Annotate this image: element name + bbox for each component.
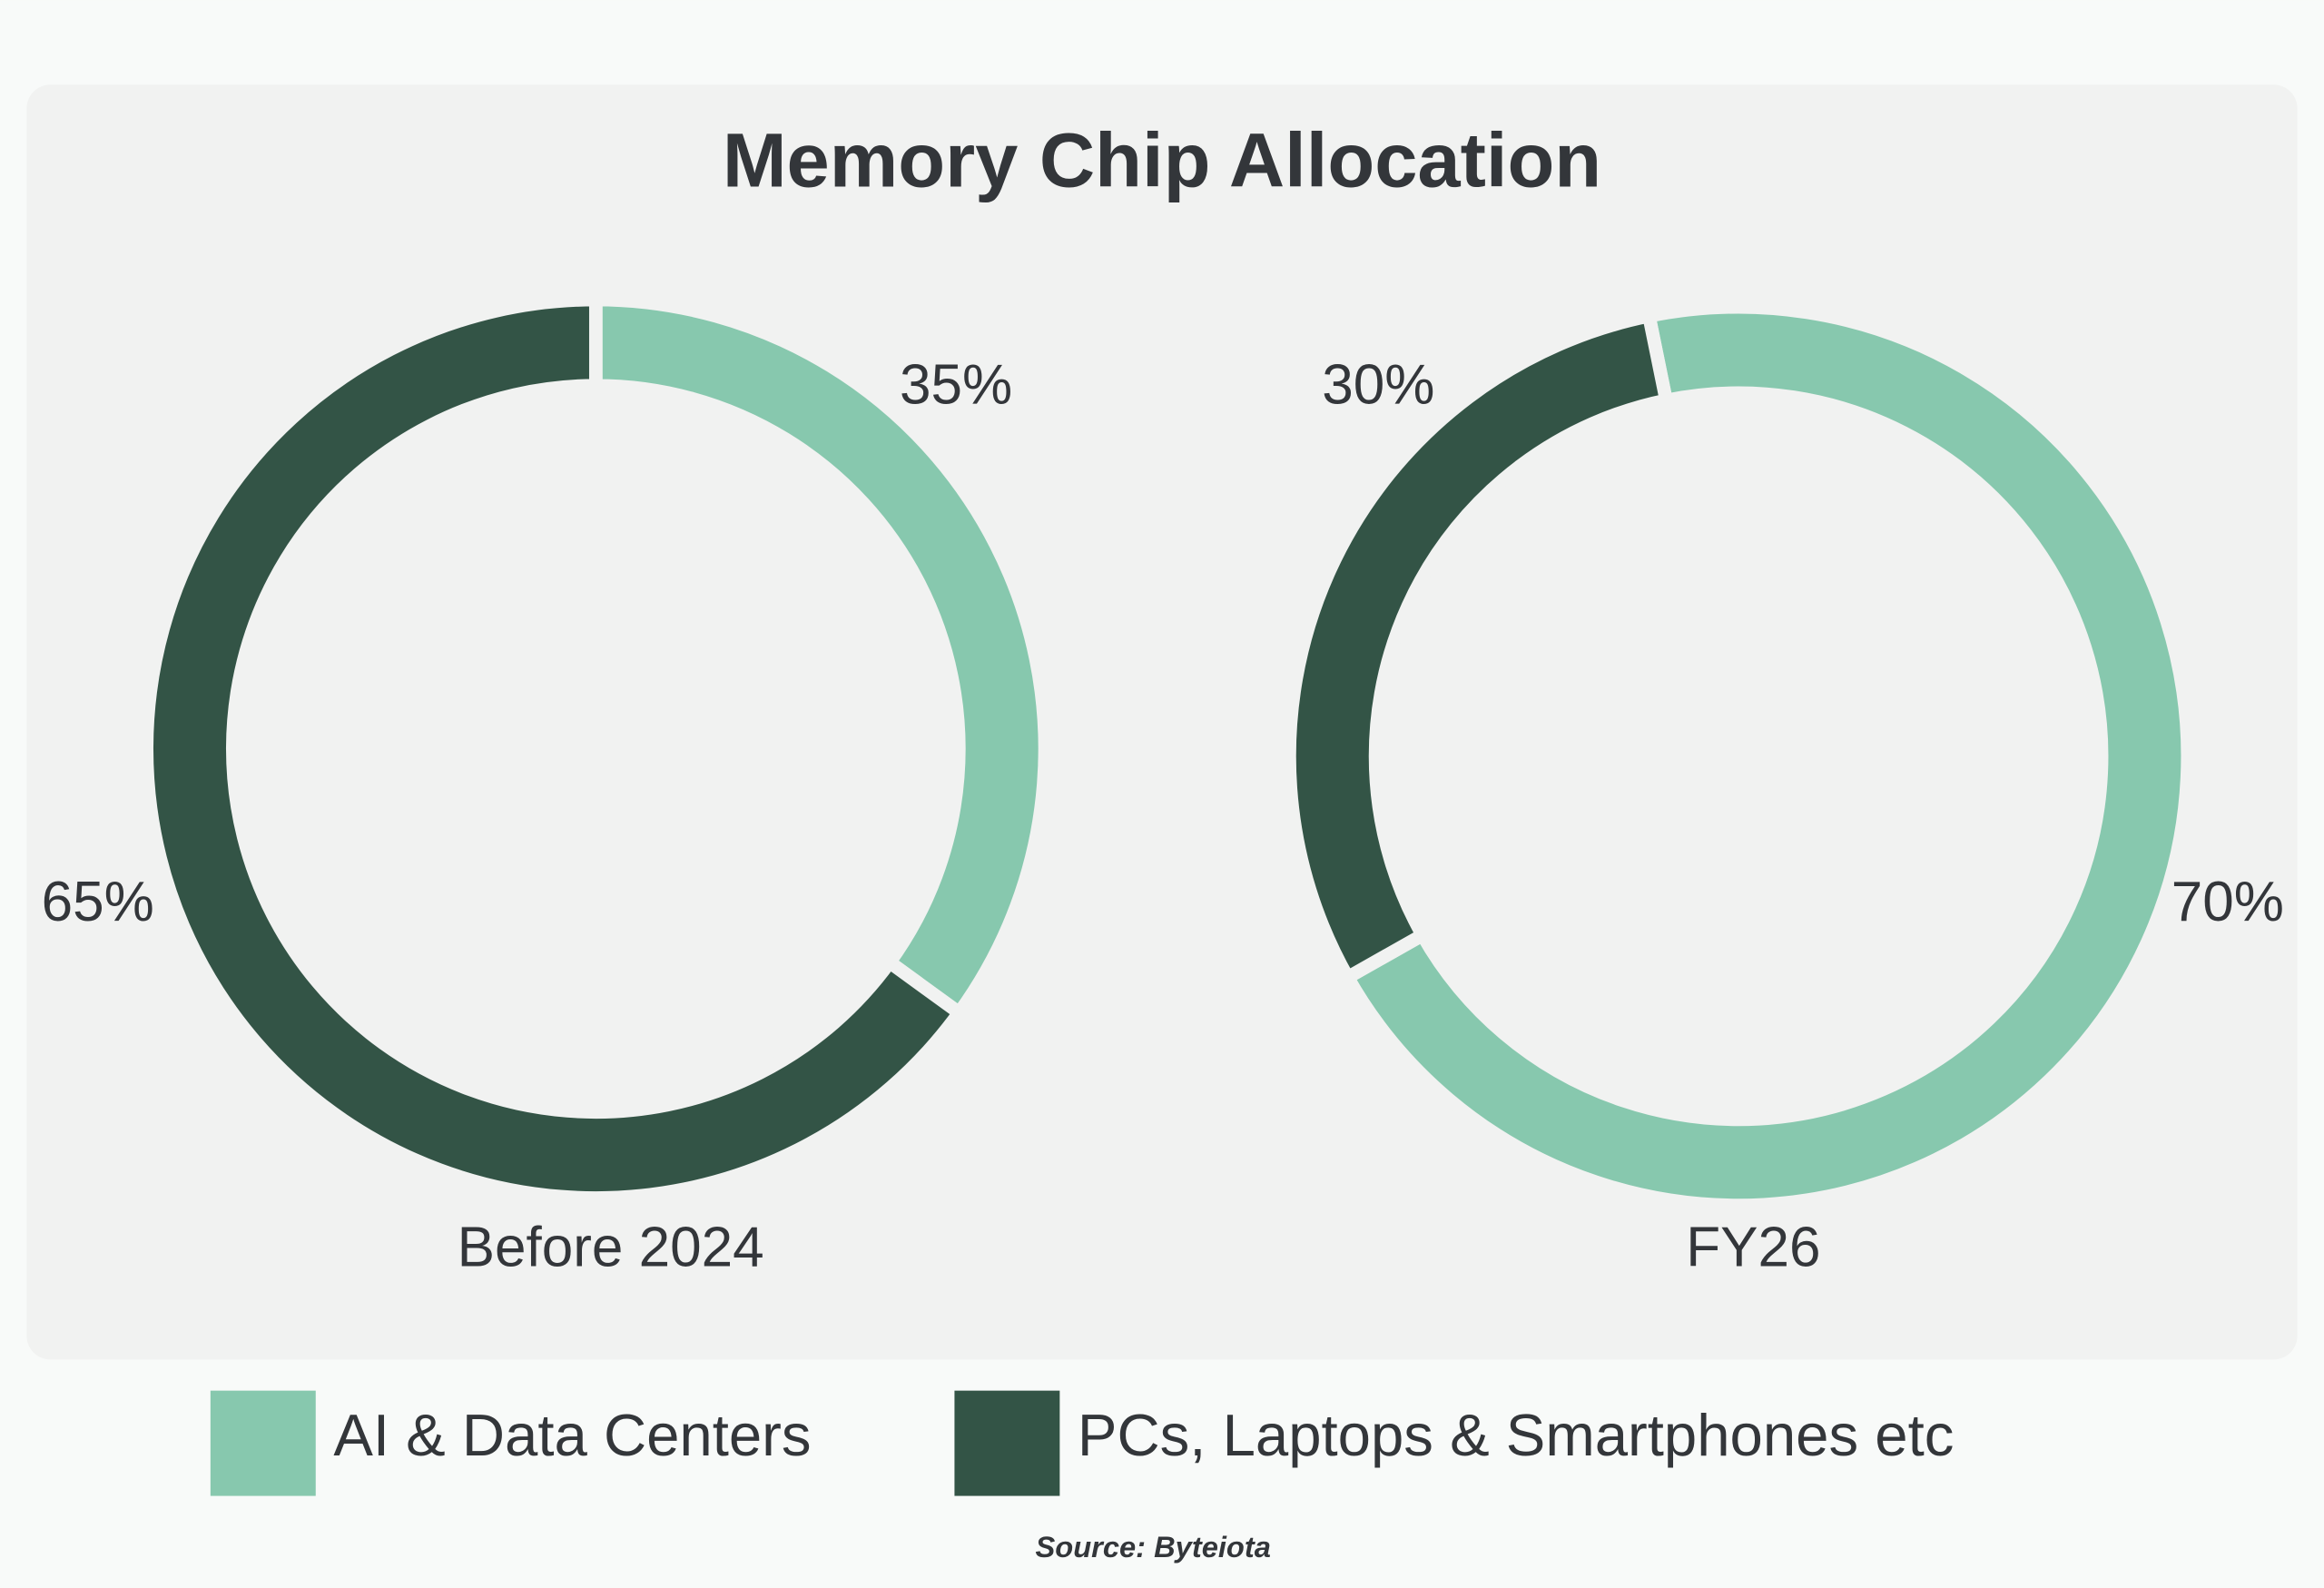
donut-segment — [1338, 300, 2195, 1212]
donut-title: Before 2024 — [458, 1217, 764, 1279]
chart-card — [26, 84, 2298, 1360]
donut-segment — [588, 292, 1052, 1022]
donut-segment — [1283, 308, 1675, 987]
donut-segment — [140, 292, 969, 1205]
legend-label: AI & Data Centers — [333, 1402, 811, 1468]
value-label: 35% — [900, 353, 1012, 416]
legend-swatch — [210, 1390, 316, 1496]
source: Source: Byteiota — [1036, 1530, 1271, 1563]
value-label: 30% — [1322, 353, 1434, 416]
chart-title: Memory Chip Allocation — [723, 116, 1601, 202]
legend-label: PCs, Laptops & Smartphones etc — [1078, 1402, 1954, 1468]
legend-swatch — [954, 1390, 1060, 1496]
value-label: 65% — [42, 871, 154, 933]
value-label: 70% — [2171, 871, 2284, 933]
donut-title: FY26 — [1686, 1217, 1820, 1279]
